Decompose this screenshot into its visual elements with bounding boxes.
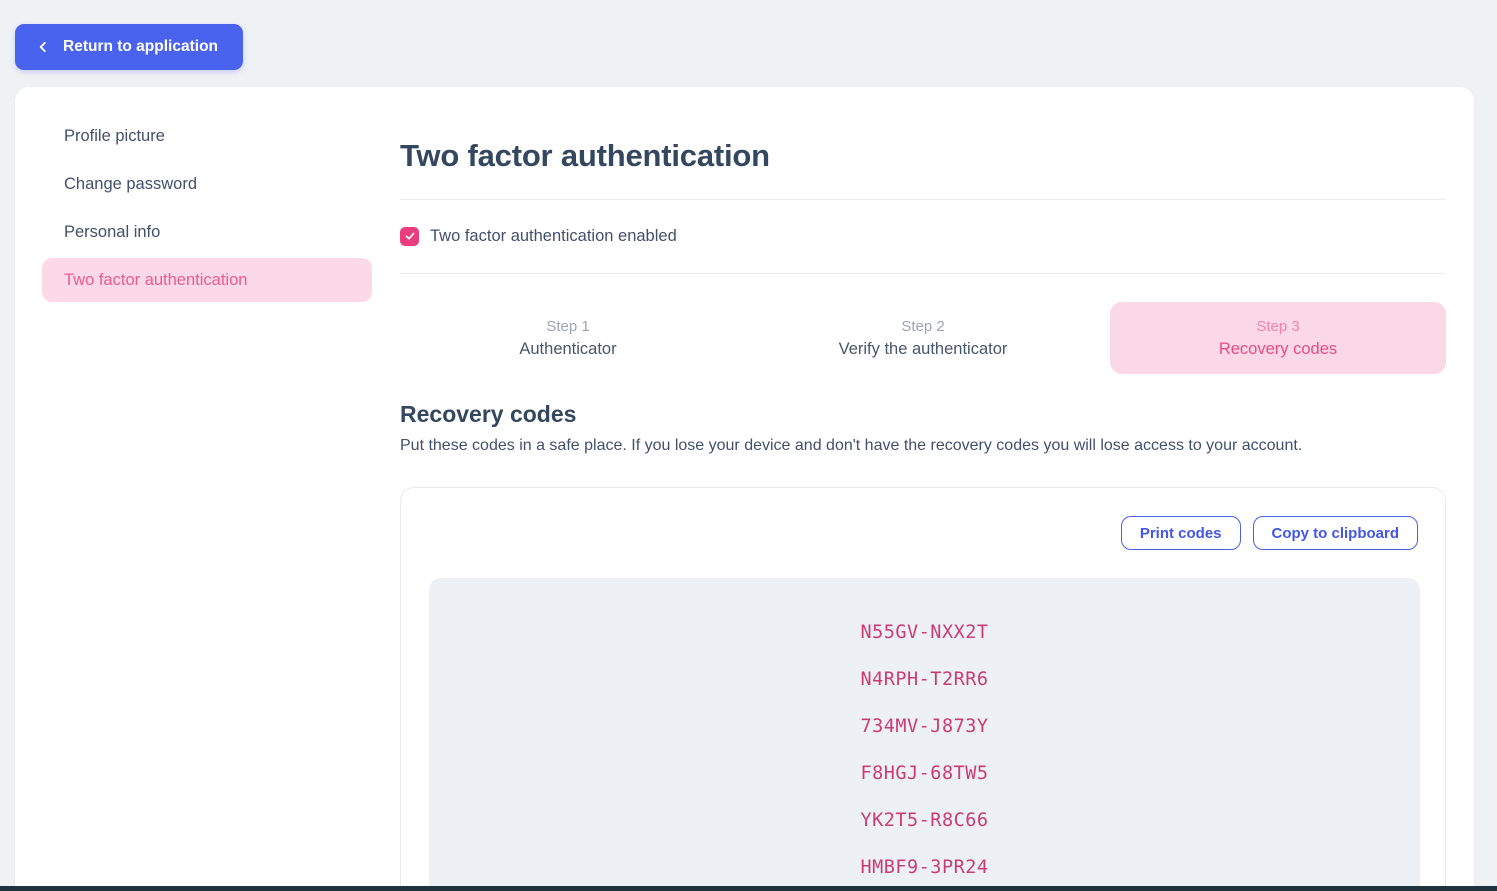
recovery-codes-box: Print codes Copy to clipboard N55GV-NXX2… [400,487,1446,887]
recovery-codes-title: Recovery codes [400,401,577,427]
sidebar-item-label: Change password [64,174,197,193]
sidebar-item[interactable]: Two factor authentication [42,258,372,302]
page-title: Two factor authentication [400,138,770,173]
chevron-left-icon [36,40,50,54]
check-icon [404,230,416,242]
wizard-step[interactable]: Step 1 Authenticator [400,302,736,374]
recovery-code: N4RPH-T2RR6 [860,669,989,690]
recovery-code: 734MV-J873Y [860,716,989,737]
settings-sidebar: Profile picture Change password Personal… [42,114,372,306]
sidebar-item[interactable]: Profile picture [42,114,372,158]
wizard-step[interactable]: Step 3 Recovery codes [1110,302,1446,374]
copy-to-clipboard-button[interactable]: Copy to clipboard [1252,516,1418,550]
two-factor-enabled-row[interactable]: Two factor authentication enabled [400,226,677,246]
sidebar-item[interactable]: Personal info [42,210,372,254]
step-number: Step 3 [1256,317,1300,335]
step-label: Authenticator [519,339,617,358]
recovery-codes-panel: N55GV-NXX2T N4RPH-T2RR6 734MV-J873Y F8HG… [429,578,1420,887]
sidebar-item-label: Two factor authentication [64,270,248,289]
divider [400,199,1446,200]
recovery-code: HMBF9-3PR24 [860,857,989,878]
return-to-application-button[interactable]: Return to application [15,24,243,70]
recovery-codes-description: Put these codes in a safe place. If you … [400,437,1303,454]
step-number: Step 2 [901,317,945,335]
return-to-application-label: Return to application [63,38,218,55]
wizard-steps: Step 1 Authenticator Step 2 Verify the a… [400,302,1446,374]
sidebar-item[interactable]: Change password [42,162,372,206]
two-factor-enabled-checkbox[interactable] [400,226,419,246]
step-label: Verify the authenticator [838,339,1008,358]
step-label: Recovery codes [1218,339,1338,358]
settings-card: Profile picture Change password Personal… [15,87,1474,887]
wizard-step[interactable]: Step 2 Verify the authenticator [755,302,1091,374]
two-factor-content: Two factor authentication Two factor aut… [400,87,1446,887]
codes-actions: Print codes Copy to clipboard [1120,516,1418,550]
bottom-bar [0,886,1497,891]
sidebar-item-label: Profile picture [64,126,165,145]
recovery-code: N55GV-NXX2T [860,622,989,643]
step-number: Step 1 [546,317,590,335]
divider [400,273,1446,274]
recovery-code: F8HGJ-68TW5 [860,763,989,784]
recovery-code: YK2T5-R8C66 [860,810,989,831]
two-factor-enabled-label: Two factor authentication enabled [430,226,677,245]
print-codes-button[interactable]: Print codes [1120,516,1241,550]
sidebar-item-label: Personal info [64,222,161,241]
